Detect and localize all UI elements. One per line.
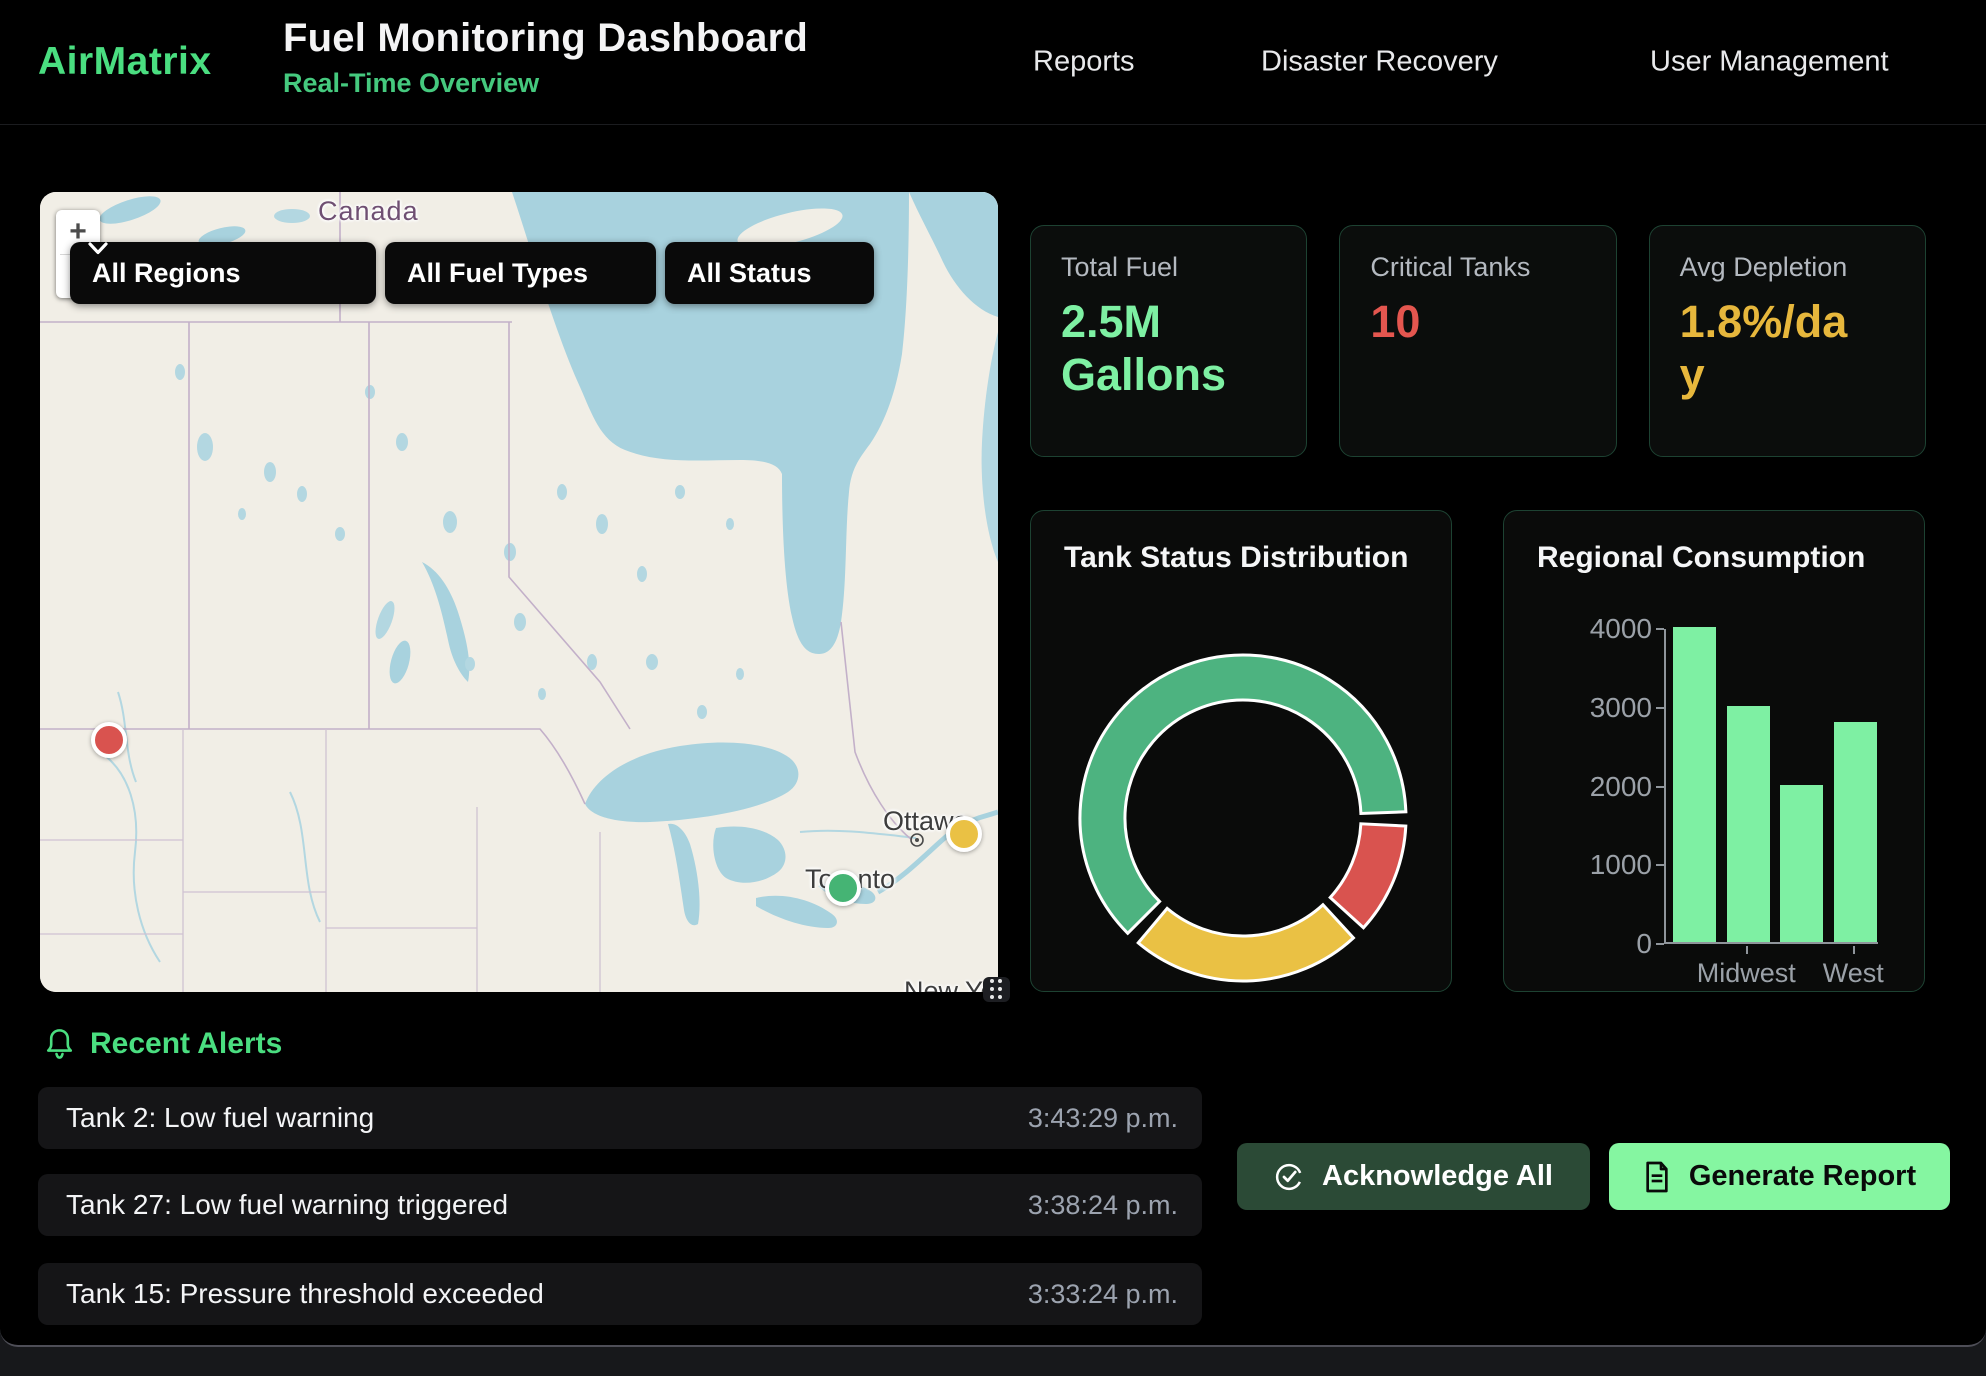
nav-disaster-recovery[interactable]: Disaster Recovery [1261, 45, 1498, 78]
stat-card-avg-depletion: Avg Depletion 1.8%/day [1648, 225, 1926, 457]
chart-title: Tank Status Distribution [1064, 541, 1409, 574]
document-icon [1646, 1161, 1668, 1192]
alert-message: Tank 2: Low fuel warning [66, 1102, 375, 1133]
stat-value: 1.8%/day [1679, 296, 1848, 401]
alert-timestamp: 3:38:24 p.m. [1027, 1189, 1178, 1220]
bell-icon [46, 1029, 73, 1059]
alerts-header: Recent Alerts [45, 1027, 282, 1061]
status-filter-value: All Status [687, 257, 812, 288]
stat-card-total-fuel: Total Fuel 2.5M Gallons [1030, 225, 1308, 457]
tank-marker-normal[interactable] [824, 870, 861, 906]
tank-status-donut-chart [1078, 653, 1408, 983]
acknowledge-all-label: Acknowledge All [1322, 1160, 1553, 1192]
map-label-new-york: New York [904, 976, 998, 992]
y-axis-tick-label: 2000 [1589, 770, 1652, 802]
alert-message: Tank 15: Pressure threshold exceeded [66, 1278, 544, 1309]
alert-row: Tank 27: Low fuel warning triggered 3:38… [38, 1174, 1202, 1236]
regional-consumption-chart-card: Regional Consumption 0 1000 2000 3000 4000 Mi… [1503, 510, 1925, 992]
title-block: Fuel Monitoring Dashboard Real-Time Over… [283, 16, 808, 99]
alert-timestamp: 3:43:29 p.m. [1027, 1102, 1178, 1133]
status-filter-dropdown[interactable]: All Status [88, 242, 874, 304]
nav-user-management[interactable]: User Management [1650, 45, 1889, 78]
consumption-bar-1 [1726, 705, 1770, 942]
alerts-title: Recent Alerts [90, 1027, 283, 1060]
consumption-bar-3 [1833, 721, 1877, 942]
fuel-type-filter-value: All Fuel Types [407, 257, 589, 288]
x-axis-tick-mark [1746, 946, 1749, 954]
consumption-bar-2 [1780, 784, 1824, 942]
nav-reports[interactable]: Reports [1033, 45, 1135, 78]
y-axis-tick-mark [1656, 785, 1664, 788]
map-label-canada: Canada [318, 196, 419, 226]
donut-segment-normal [1078, 653, 1408, 936]
y-axis-tick-mark [1656, 864, 1664, 867]
map-filter-bar: All Regions All Fuel Types All Status [70, 242, 874, 304]
map-canvas[interactable]: Canada Ottawa Toronto New York + − All R… [40, 192, 998, 992]
stats-row: Total Fuel 2.5M Gallons Critical Tanks 1… [1030, 225, 1926, 457]
y-axis-tick-label: 4000 [1589, 613, 1652, 644]
stat-label: Total Fuel [1061, 252, 1179, 282]
alert-timestamp: 3:33:24 p.m. [1027, 1278, 1178, 1309]
app-header: AirMatrix Fuel Monitoring Dashboard Real… [0, 0, 1986, 125]
y-axis-tick-label: 0 [1636, 928, 1652, 959]
tank-marker-critical[interactable] [90, 722, 127, 758]
alert-message: Tank 27: Low fuel warning triggered [66, 1189, 509, 1220]
acknowledge-all-button[interactable]: Acknowledge All [1237, 1143, 1590, 1210]
x-axis-tick-label: Midwest [1696, 958, 1796, 988]
alert-row: Tank 2: Low fuel warning 3:43:29 p.m. [38, 1087, 1202, 1149]
fuel-type-filter-dropdown[interactable]: All Fuel Types [88, 242, 656, 304]
ottawa-town-icon [910, 833, 924, 847]
y-axis-tick-mark [1656, 628, 1664, 630]
zoom-in-button[interactable]: + [69, 215, 87, 248]
check-circle-icon [1275, 1163, 1303, 1190]
alert-row: Tank 15: Pressure threshold exceeded 3:3… [38, 1263, 1202, 1325]
stat-label: Avg Depletion [1679, 252, 1848, 282]
stat-value: 10 [1370, 296, 1421, 347]
y-axis-tick-mark [1656, 943, 1664, 945]
page-title: Fuel Monitoring Dashboard [283, 16, 808, 60]
chevron-down-icon [88, 242, 108, 254]
charts-row: Tank Status Distribution Regional Consum… [1030, 510, 1925, 992]
page-subtitle: Real-Time Overview [283, 68, 540, 98]
x-axis-tick-label: West [1822, 958, 1884, 988]
x-axis-tick-mark [1853, 946, 1856, 954]
donut-segment-critical [1328, 822, 1408, 930]
stat-value: 2.5M Gallons [1061, 296, 1227, 401]
chart-title: Regional Consumption [1537, 541, 1866, 574]
consumption-bar-0 [1673, 627, 1717, 942]
tank-status-chart-card: Tank Status Distribution [1030, 510, 1452, 992]
donut-segment-warning [1136, 902, 1356, 983]
brand-logo[interactable]: AirMatrix [38, 40, 212, 83]
generate-report-label: Generate Report [1688, 1160, 1917, 1192]
regional-consumption-bar-chart [1664, 627, 1878, 944]
map-resize-handle[interactable] [983, 977, 1010, 1002]
generate-report-button[interactable]: Generate Report [1609, 1143, 1950, 1210]
y-axis-tick-label: 1000 [1589, 849, 1652, 881]
dashboard-root: AirMatrix Fuel Monitoring Dashboard Real… [0, 0, 1986, 1347]
stat-label: Critical Tanks [1370, 252, 1531, 282]
region-filter-value: All Regions [92, 257, 241, 288]
y-axis-tick-mark [1656, 706, 1664, 709]
stat-card-critical-tanks: Critical Tanks 10 [1339, 225, 1617, 457]
region-filter-dropdown[interactable]: All Regions [70, 242, 376, 304]
tank-marker-warning[interactable] [945, 815, 982, 852]
y-axis-tick-label: 3000 [1589, 691, 1652, 723]
map-panel: Canada Ottawa Toronto New York + − All R… [40, 192, 1010, 1002]
map-terrain [40, 192, 998, 992]
